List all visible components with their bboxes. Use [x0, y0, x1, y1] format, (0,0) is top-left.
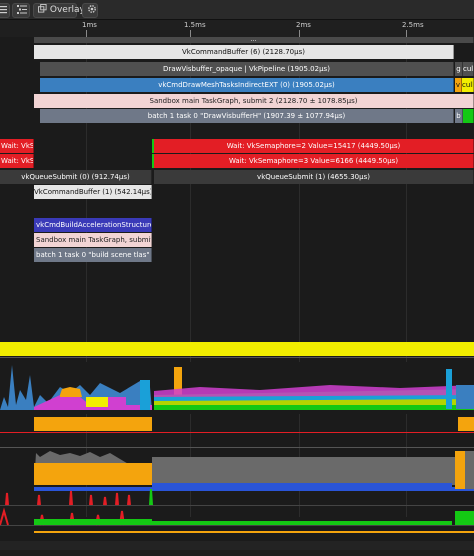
zone-cmd-buffer-1[interactable]: VkCommandBuffer (1) (542.14µs) — [34, 185, 152, 199]
zone-sandbox-main[interactable]: Sandbox main TaskGraph, submit 2 (2128.7… — [34, 94, 474, 108]
overlays-label: Overlays — [49, 5, 90, 15]
zone-cmd-buffer[interactable]: VkCommandBuffer (6) (2128.70µs) — [34, 45, 454, 59]
zone-batch-build[interactable]: batch 1 task 0 "build scene tlas" (542 — [34, 248, 152, 262]
zone-right-green[interactable] — [463, 109, 474, 123]
gridline — [406, 37, 407, 517]
plot-grey-usage — [0, 447, 474, 491]
tick-label-1ms: 1ms — [82, 21, 97, 29]
tick-label-2-5ms: 2.5ms — [402, 21, 424, 29]
layers-icon — [38, 4, 47, 13]
gridline — [86, 37, 87, 517]
gear-button[interactable] — [82, 3, 98, 18]
gridline — [190, 37, 191, 517]
gridline — [299, 37, 300, 517]
toolbar: Overlays — [0, 0, 474, 20]
zone-right-cull[interactable]: cull — [463, 62, 474, 76]
zone-right-v[interactable]: v — [455, 78, 462, 92]
plot-red-spikes — [0, 488, 474, 506]
wait-marker-green — [152, 139, 154, 153]
tick-mark — [190, 30, 191, 37]
zone-wait-semaphore-2[interactable]: Wait: VkSemaphore=2 Value=15417 (4449.50… — [154, 139, 474, 153]
tick-mark — [299, 30, 300, 37]
plot-multicolour — [0, 362, 474, 414]
time-ruler[interactable] — [0, 20, 474, 37]
zone-queue-submit-1[interactable]: vkQueueSubmit (1) (4655.30µs) — [154, 170, 474, 184]
zone-wait-left-1[interactable]: Wait: VkSem — [0, 139, 34, 153]
zone-batch-draw[interactable]: batch 1 task 0 "DrawVisbufferH" (1907.39… — [40, 109, 454, 123]
zone-right-g[interactable]: g — [455, 62, 463, 76]
zone-queue-submit-0[interactable]: vkQueueSubmit (0) (912.74µs) — [0, 170, 152, 184]
tree-list-icon — [17, 5, 27, 14]
tick-label-2ms: 2ms — [296, 21, 311, 29]
plot-orange-band — [34, 417, 152, 431]
zone-right-b[interactable]: b — [455, 109, 463, 123]
wait-marker-green — [152, 154, 154, 168]
zone-draw-mesh-tasks[interactable]: vkCmdDrawMeshTasksIndirectEXT (0) (1905.… — [40, 78, 454, 92]
tick-mark — [86, 30, 87, 37]
zone-top-cut[interactable]: ... — [34, 37, 474, 43]
gear-icon — [88, 5, 96, 13]
zone-draw-visbuffer[interactable]: DrawVisbuffer_opaque | VkPipeline (1905.… — [40, 62, 454, 76]
plot-green-usage — [0, 507, 474, 533]
tree-view-button[interactable] — [12, 3, 30, 18]
settings-menu-button[interactable] — [0, 3, 10, 18]
zone-wait-semaphore-3[interactable]: Wait: VkSemaphore=3 Value=6166 (4449.50µ… — [154, 154, 474, 168]
usage-plots — [0, 342, 474, 550]
overlays-button[interactable]: Overlays — [33, 3, 90, 18]
zone-build-accel[interactable]: vkCmdBuildAccelerationStructuresKH — [34, 218, 152, 232]
tick-mark — [406, 30, 407, 37]
list-icon — [0, 6, 7, 14]
zone-wait-left-2[interactable]: Wait: VkSem — [0, 154, 34, 168]
zone-sandbox-main-2[interactable]: Sandbox main TaskGraph, submit 2 ( — [34, 233, 152, 247]
tick-label-1-5ms: 1.5ms — [184, 21, 206, 29]
zone-right-cull-2[interactable]: cull — [462, 78, 474, 92]
